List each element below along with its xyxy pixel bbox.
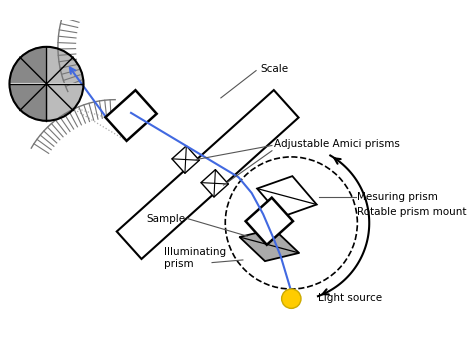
- Polygon shape: [46, 84, 83, 121]
- Polygon shape: [105, 90, 157, 141]
- Text: Light source: Light source: [318, 293, 382, 303]
- Text: Illuminating
prism: Illuminating prism: [164, 247, 226, 269]
- Polygon shape: [9, 84, 46, 121]
- Text: Rotable prism mount: Rotable prism mount: [357, 207, 467, 218]
- Polygon shape: [239, 229, 299, 261]
- Text: Sample: Sample: [146, 213, 186, 224]
- Circle shape: [282, 289, 301, 308]
- Polygon shape: [201, 170, 228, 197]
- Polygon shape: [9, 47, 46, 84]
- Polygon shape: [257, 176, 317, 217]
- Text: Adjustable Amici prisms: Adjustable Amici prisms: [273, 139, 400, 149]
- Text: Mesuring prism: Mesuring prism: [357, 192, 438, 201]
- Polygon shape: [46, 47, 83, 84]
- Polygon shape: [246, 198, 293, 245]
- Text: Scale: Scale: [261, 64, 289, 74]
- Polygon shape: [172, 146, 199, 173]
- Polygon shape: [117, 90, 299, 259]
